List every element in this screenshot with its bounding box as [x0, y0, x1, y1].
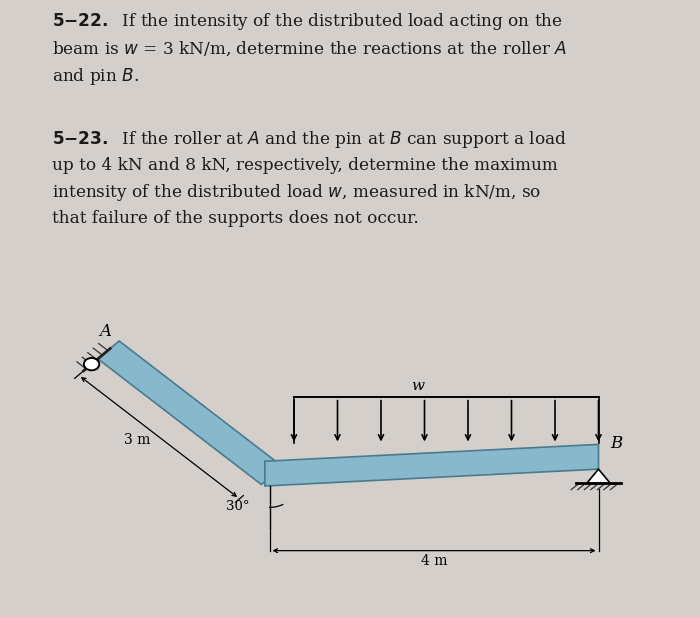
- Circle shape: [84, 358, 99, 370]
- Polygon shape: [265, 444, 598, 486]
- Text: $\mathbf{5{-}23.}$  If the roller at $A$ and the pin at $B$ can support a load
u: $\mathbf{5{-}23.}$ If the roller at $A$ …: [52, 129, 568, 228]
- Text: 4 m: 4 m: [421, 554, 447, 568]
- Polygon shape: [98, 341, 283, 484]
- Text: B: B: [610, 436, 622, 452]
- Polygon shape: [587, 469, 610, 484]
- Text: w: w: [412, 379, 424, 393]
- Text: $\mathbf{5{-}22.}$  If the intensity of the distributed load acting on the
beam : $\mathbf{5{-}22.}$ If the intensity of t…: [52, 10, 568, 87]
- Text: 3 m: 3 m: [124, 433, 150, 447]
- Text: 30°: 30°: [226, 500, 250, 513]
- Text: A: A: [99, 323, 111, 340]
